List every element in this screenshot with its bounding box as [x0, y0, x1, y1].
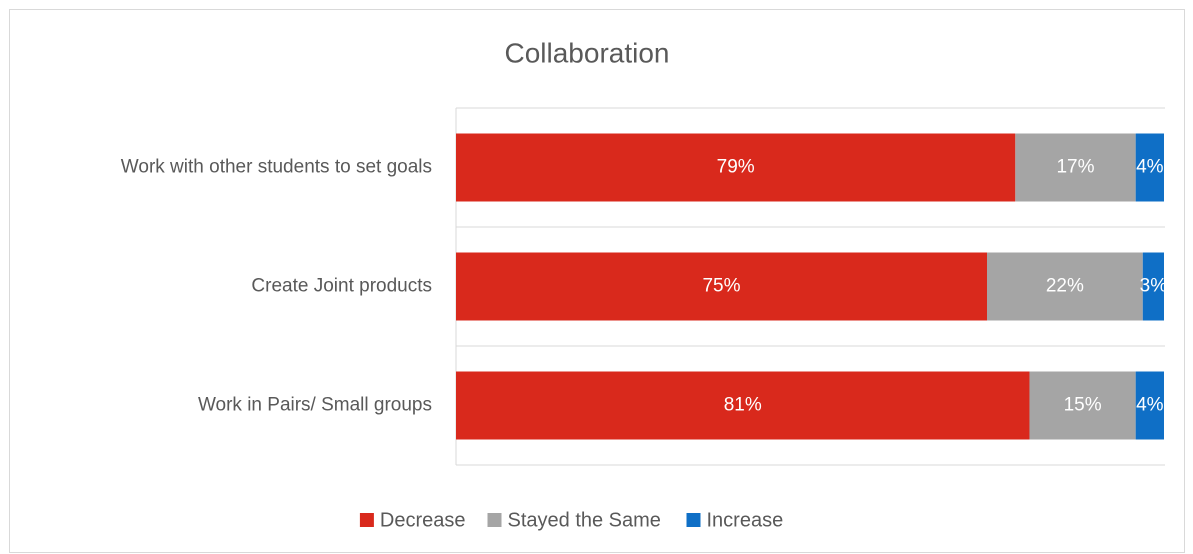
data-label: 81% [724, 395, 762, 416]
bar-segment [456, 252, 987, 321]
y-tick-label: Create Joint products [251, 276, 432, 297]
data-label: 22% [1046, 276, 1084, 297]
bar-segment [1142, 252, 1164, 321]
data-label: 75% [702, 276, 740, 297]
bar-segment [987, 252, 1143, 321]
data-label: 3% [1140, 276, 1168, 297]
bar-segment [1029, 371, 1136, 440]
legend-swatch [487, 513, 502, 527]
bar-segment [456, 371, 1030, 440]
legend-label: Stayed the Same [508, 509, 661, 531]
y-tick-label: Work in Pairs/ Small groups [198, 395, 432, 416]
bar-segment [1135, 371, 1164, 440]
y-tick-label: Work with other students to set goals [121, 157, 432, 178]
legend-label: Decrease [380, 509, 466, 531]
bar-segment [456, 133, 1016, 202]
legend-swatch [686, 513, 701, 527]
bar-segment [1135, 133, 1164, 202]
legend-swatch [359, 513, 374, 527]
data-label: 4% [1136, 157, 1164, 178]
legend-label: Increase [707, 509, 784, 531]
data-label: 15% [1064, 395, 1102, 416]
data-label: 4% [1136, 395, 1164, 416]
chart-title: Collaboration [505, 37, 670, 68]
data-label: 79% [717, 157, 755, 178]
bar-segment [1015, 133, 1136, 202]
data-label: 17% [1056, 157, 1094, 178]
